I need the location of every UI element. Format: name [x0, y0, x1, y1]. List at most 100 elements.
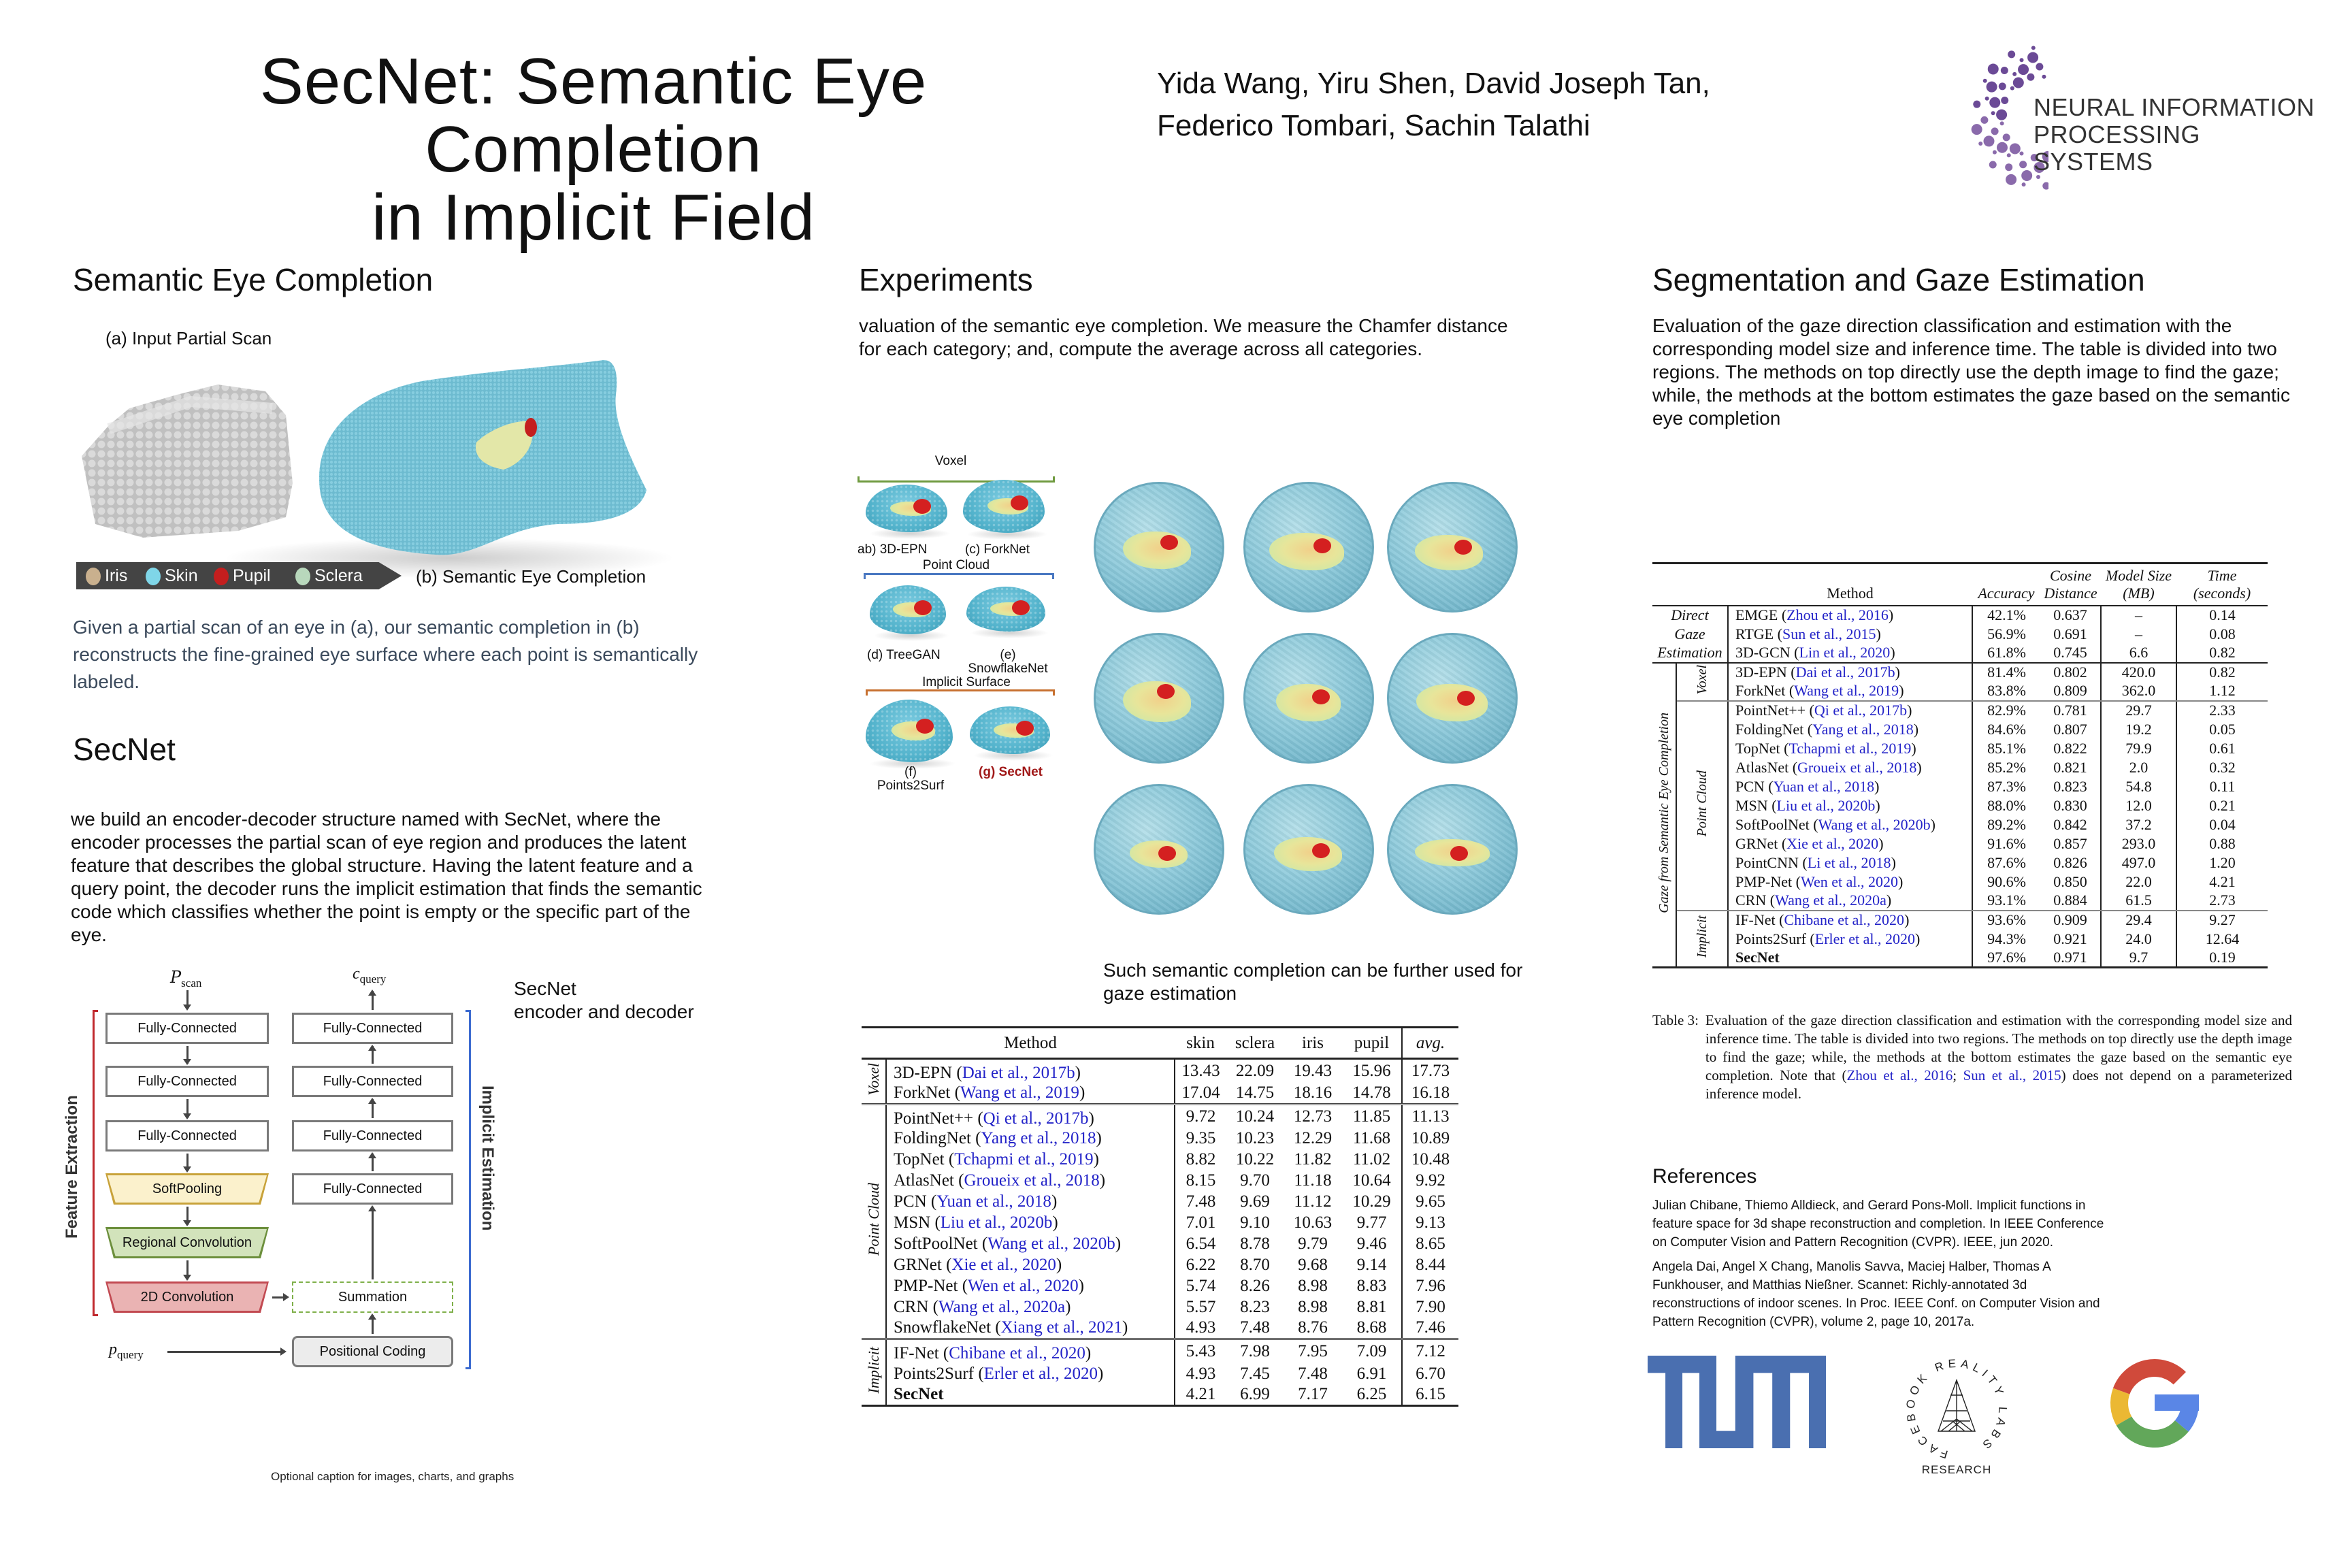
legend-item-iris: Iris	[86, 566, 127, 586]
citation-link[interactable]: Tchapmi et al., 2019	[954, 1150, 1094, 1169]
caption-cite-link[interactable]: Zhou et al., 2016	[1846, 1067, 1953, 1083]
citation-link[interactable]: Xie et al., 2020	[1786, 834, 1879, 852]
value-cell: 6.22	[1186, 1256, 1216, 1274]
citation-link[interactable]: Liu et al., 2020b	[1776, 796, 1876, 814]
value-cell: 17.73	[1401, 1058, 1458, 1083]
render-shadow	[869, 528, 951, 539]
citation-link[interactable]: Yuan et al., 2018	[936, 1192, 1051, 1211]
value-cell: 0.14	[2209, 606, 2236, 623]
optional-caption: Optional caption for images, charts, and…	[271, 1470, 514, 1483]
citation-link[interactable]: Erler et al., 2020	[983, 1364, 1098, 1383]
pupil-region	[1012, 600, 1030, 615]
citation-link[interactable]: Yang et al., 2018	[981, 1129, 1096, 1147]
table-row: CRN (Wang et al., 2020a) 93.1% 0.884 61.5 2.…	[1652, 891, 2268, 911]
citation-link[interactable]: Groueix et al., 2018	[1797, 758, 1917, 776]
citation-link[interactable]: Dai et al., 2017b	[962, 1064, 1075, 1082]
logo-dot	[2042, 74, 2046, 79]
value-cell: 0.921	[2040, 929, 2102, 949]
citation-link[interactable]: Yang et al., 2018	[1812, 720, 1914, 738]
table-row: Gaze from Semantic Eye Completion Voxel 3D…	[1652, 662, 2268, 968]
sclera-iris-region	[1269, 533, 1344, 570]
pupil-region	[1016, 721, 1034, 736]
google-logo	[2110, 1359, 2199, 1448]
citation-link[interactable]: Li et al., 2018	[1807, 853, 1891, 871]
citation-link[interactable]: Xiang et al., 2021	[1000, 1318, 1123, 1337]
label-f: (f)	[904, 765, 917, 779]
citation-link[interactable]: Lin et al., 2020	[1799, 644, 1891, 661]
citation-link[interactable]: Xie et al., 2020	[951, 1256, 1056, 1274]
value-cell: 0.637	[2040, 605, 2102, 625]
gaze-result-3-2	[1243, 784, 1374, 915]
citation-link[interactable]: Chibane et al., 2020	[1784, 911, 1905, 928]
logo-dot	[2012, 71, 2017, 76]
citation-link[interactable]: Yuan et al., 2018	[1773, 777, 1875, 795]
citation-link[interactable]: Liu et al., 2020b	[940, 1213, 1053, 1232]
logo-dot	[1989, 97, 2001, 108]
citation-link[interactable]: Qi et al., 2017b	[983, 1109, 1089, 1128]
citation-link[interactable]: Zhou et al., 2016	[1786, 606, 1889, 623]
value-cell: 61.5	[2101, 891, 2177, 911]
pupil-region	[1454, 540, 1472, 555]
value-cell: 8.98	[1298, 1277, 1328, 1295]
value-cell: 6.15	[1401, 1384, 1458, 1405]
logo-dot	[2034, 161, 2045, 173]
method-name: 3D-GCN	[1735, 644, 1791, 661]
render-shadow	[973, 750, 1054, 761]
column-header: Time (seconds)	[2193, 566, 2251, 602]
gaze-result-3-1	[1094, 784, 1224, 915]
value-cell: 85.1%	[1987, 739, 2026, 757]
value-cell: 1.12	[2176, 681, 2268, 702]
table-row: Point Cloud PointNet++ (Qi et al., 2017b)…	[1652, 700, 2268, 911]
value-cell: 7.48	[1298, 1364, 1328, 1383]
citation-link[interactable]: Erler et al., 2020	[1814, 930, 1915, 947]
google-yellow-arc	[2110, 1388, 2132, 1426]
citation-link[interactable]: Chibane et al., 2020	[949, 1344, 1085, 1362]
value-cell: 12.29	[1293, 1129, 1333, 1147]
table-row: Points2Surf (Erler et al., 2020) 94.3% 0.9…	[1652, 929, 2268, 949]
citation-link[interactable]: Wen et al., 2020	[1800, 872, 1898, 890]
citation-link[interactable]: Wang et al., 2019	[960, 1083, 1079, 1102]
value-cell: 5.74	[1186, 1277, 1216, 1295]
logo-dot	[2019, 151, 2024, 156]
legend-label: Pupil	[233, 566, 271, 585]
citation-link[interactable]: Wen et al., 2020	[968, 1277, 1079, 1295]
render-shadow	[970, 627, 1049, 638]
citation-link[interactable]: Tchapmi et al., 2019	[1788, 739, 1912, 757]
value-cell: 7.90	[1401, 1296, 1458, 1318]
column-header: avg.	[1401, 1027, 1458, 1059]
citation-link[interactable]: Wang et al., 2020a	[938, 1298, 1066, 1316]
citation-link[interactable]: Wang et al., 2020b	[1818, 815, 1931, 833]
value-cell: 9.68	[1298, 1256, 1328, 1274]
method-cell: GRNet (Xie et al., 2020)	[886, 1254, 1175, 1276]
citation-link[interactable]: Qi et al., 2017b	[1814, 702, 1908, 719]
group-label: Gaze	[1652, 624, 1729, 644]
value-cell: 1.20	[2209, 853, 2236, 871]
column-header: Method	[1827, 584, 1874, 602]
value-cell: 97.6%	[1987, 948, 2026, 966]
citation-link[interactable]: Wang et al., 2019	[1794, 682, 1899, 699]
citation-link[interactable]: Wang et al., 2020a	[1775, 892, 1886, 909]
value-cell: 12.0	[2101, 796, 2177, 815]
table-row: Implicit IF-Net (Chibane et al., 2020) 5.4…	[862, 1339, 1458, 1405]
section-heading-secnet: SecNet	[73, 732, 176, 767]
pupil-region	[1010, 495, 1028, 511]
caption-text: Evaluation of the gaze direction classif…	[1705, 1012, 2292, 1083]
table-row: GRNet (Xie et al., 2020) 91.6% 0.857 293.0 0…	[1652, 834, 2268, 853]
value-cell: 7.95	[1298, 1342, 1328, 1360]
secnet-description: we build an encoder-decoder structure na…	[71, 808, 702, 945]
value-cell: 82.9%	[1987, 702, 2026, 719]
citation-link[interactable]: Dai et al., 2017b	[1795, 664, 1895, 681]
citation-link[interactable]: Sun et al., 2015	[1782, 625, 1876, 642]
value-cell: 0.61	[2209, 739, 2236, 757]
method-cell: IF-Net (Chibane et al., 2020)	[1728, 910, 1973, 930]
caption-cite-link[interactable]: Sun et al., 2015	[1963, 1067, 2061, 1083]
citation-link[interactable]: Groueix et al., 2018	[964, 1171, 1100, 1190]
figure-caption: Given a partial scan of an eye in (a), o…	[73, 617, 698, 692]
poster-title: SecNet: Semantic Eye Completion in Impli…	[83, 48, 1104, 252]
logo-dot	[2031, 46, 2036, 50]
logo-dot	[2001, 96, 2009, 104]
table-row: PCN (Yuan et al., 2018) 7.48 9.69 11.12 10.2…	[862, 1191, 1458, 1213]
value-cell: 0.826	[2040, 853, 2102, 872]
method-cell: ForkNet (Wang et al., 2019)	[886, 1083, 1175, 1104]
citation-link[interactable]: Wang et al., 2020b	[987, 1235, 1115, 1253]
